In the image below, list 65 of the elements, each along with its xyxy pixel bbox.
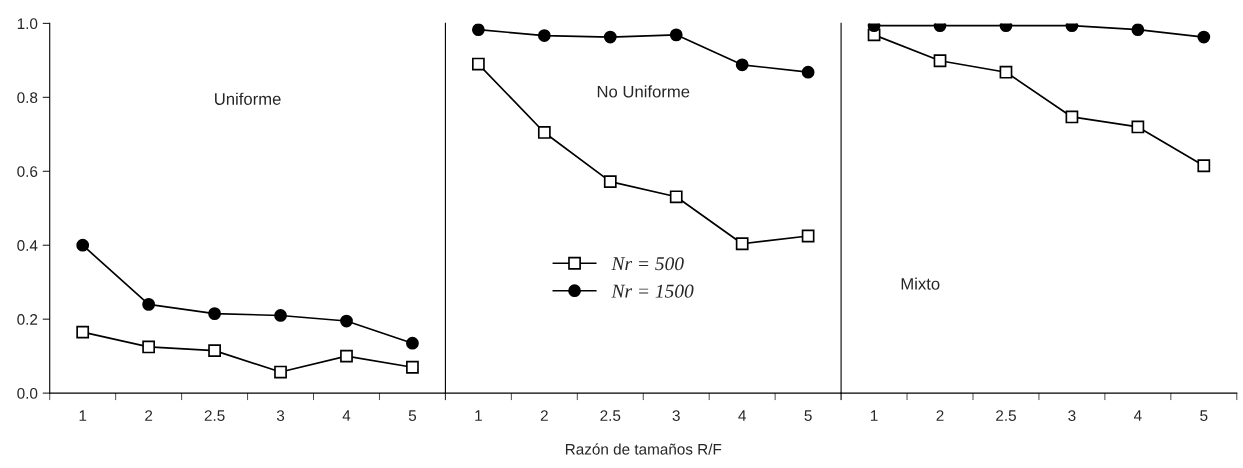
y-tick-label: 1.0 xyxy=(17,18,38,30)
point xyxy=(603,175,617,189)
legend-label: Nr = 500 xyxy=(611,257,684,271)
text: Mixto xyxy=(901,277,940,290)
point xyxy=(735,237,749,251)
point xyxy=(1131,120,1145,134)
point xyxy=(1197,30,1211,44)
x-tick-label: 5 xyxy=(1200,410,1208,422)
point xyxy=(1131,23,1145,37)
x-tick-label: 2.5 xyxy=(600,410,621,422)
x-tick-label: 1 xyxy=(79,410,87,421)
x-axis-title: Razón de tamaños R/F xyxy=(565,443,722,455)
text: No Uniforme xyxy=(597,85,690,98)
x-tick-label: 4 xyxy=(738,410,746,421)
y-tick-label: 0.0 xyxy=(17,387,38,399)
y-tick-label: 0.4 xyxy=(17,240,38,251)
point xyxy=(537,126,551,139)
point xyxy=(1197,159,1211,173)
point xyxy=(340,349,353,363)
point xyxy=(208,307,221,321)
point xyxy=(406,336,419,350)
point xyxy=(340,314,353,328)
point xyxy=(669,28,683,42)
x-tick-label: 3 xyxy=(1068,410,1076,422)
x-tick-label: 2.5 xyxy=(204,410,225,422)
y-tick-label: 0.6 xyxy=(17,166,38,177)
point xyxy=(1065,23,1079,33)
y-tick-label: 0.8 xyxy=(17,92,38,104)
point xyxy=(208,344,221,357)
x-tick-label: 4 xyxy=(1133,410,1142,421)
point xyxy=(142,340,156,354)
x-tick-label: 2.5 xyxy=(996,410,1016,422)
point xyxy=(933,23,947,33)
point xyxy=(1065,110,1079,124)
x-tick-label: 3 xyxy=(276,410,285,422)
point xyxy=(801,65,815,79)
legend-label: Nr = 1500 xyxy=(611,284,694,298)
x-tick-label: 3 xyxy=(672,410,680,422)
point xyxy=(537,29,551,42)
point xyxy=(406,360,419,374)
point xyxy=(274,309,287,322)
point xyxy=(801,229,815,243)
x-tick-label: 5 xyxy=(804,410,812,422)
x-tick-label: 4 xyxy=(342,410,351,421)
x-tick-label: 2 xyxy=(936,410,944,421)
point xyxy=(933,54,947,68)
point xyxy=(76,238,90,252)
point xyxy=(471,23,485,37)
x-tick-label: 1 xyxy=(870,410,878,421)
x-tick-label: 5 xyxy=(408,410,417,422)
x-tick-label: 1 xyxy=(475,410,482,421)
point xyxy=(735,58,749,72)
y-tick-label: 0.2 xyxy=(17,314,38,325)
point xyxy=(274,365,287,379)
point xyxy=(867,23,881,33)
point xyxy=(999,23,1013,33)
text: Uniforme xyxy=(215,92,281,105)
point xyxy=(999,65,1013,79)
point xyxy=(603,30,617,44)
point xyxy=(471,57,485,71)
point xyxy=(669,190,683,204)
point xyxy=(76,325,90,339)
x-tick-label: 2 xyxy=(540,410,548,421)
x-tick-label: 2 xyxy=(145,410,153,421)
point xyxy=(142,297,156,311)
